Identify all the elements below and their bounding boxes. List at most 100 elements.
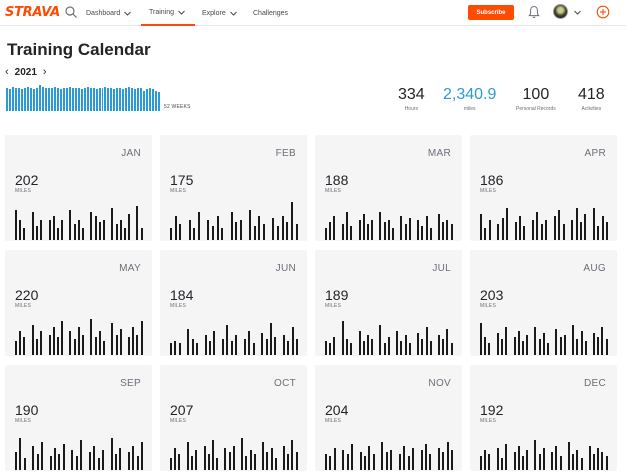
avatar[interactable]	[553, 4, 568, 19]
day-bar[interactable]	[88, 452, 91, 470]
week-bar[interactable]	[101, 88, 104, 111]
day-bar[interactable]	[19, 331, 22, 355]
day-bar[interactable]	[329, 222, 332, 240]
week-bar[interactable]	[146, 89, 149, 111]
nav-training[interactable]: Training	[141, 0, 195, 26]
week-bar[interactable]	[14, 88, 17, 111]
day-bar[interactable]	[19, 438, 22, 470]
week-bar[interactable]	[74, 88, 77, 111]
week-bar[interactable]	[41, 86, 44, 111]
day-bar[interactable]	[597, 448, 600, 470]
day-bar[interactable]	[272, 218, 275, 240]
day-bar[interactable]	[536, 212, 539, 240]
day-bar[interactable]	[111, 323, 114, 355]
day-bar[interactable]	[500, 339, 503, 355]
day-bar[interactable]	[579, 222, 582, 240]
day-bar[interactable]	[359, 452, 362, 470]
day-bar[interactable]	[287, 454, 290, 470]
day-bar[interactable]	[132, 446, 135, 470]
day-bar[interactable]	[213, 331, 216, 355]
day-bar[interactable]	[174, 216, 177, 240]
month-card[interactable]: AUG 203 MILES	[470, 250, 617, 356]
day-bar[interactable]	[239, 220, 242, 240]
day-bar[interactable]	[480, 323, 482, 355]
day-bar[interactable]	[572, 325, 575, 355]
week-bar[interactable]	[149, 88, 152, 111]
day-bar[interactable]	[61, 220, 64, 240]
day-bar[interactable]	[390, 450, 393, 470]
day-bar[interactable]	[597, 226, 600, 240]
day-bar[interactable]	[558, 210, 561, 240]
day-bar[interactable]	[575, 208, 578, 240]
day-bar[interactable]	[532, 220, 535, 240]
day-bar[interactable]	[196, 343, 199, 355]
day-bar[interactable]	[542, 448, 545, 470]
week-bar[interactable]	[62, 88, 65, 111]
day-bar[interactable]	[54, 448, 57, 470]
day-bar[interactable]	[115, 224, 118, 240]
day-bar[interactable]	[496, 333, 499, 355]
day-bar[interactable]	[576, 450, 579, 470]
day-bar[interactable]	[235, 222, 238, 240]
day-bar[interactable]	[551, 452, 554, 470]
day-bar[interactable]	[80, 440, 83, 470]
day-bar[interactable]	[174, 341, 177, 355]
day-bar[interactable]	[567, 442, 570, 470]
day-bar[interactable]	[408, 343, 411, 355]
week-bar[interactable]	[119, 88, 122, 111]
week-bar[interactable]	[140, 88, 143, 111]
day-bar[interactable]	[23, 228, 26, 240]
weekly-volume-chart[interactable]	[6, 84, 161, 111]
month-card[interactable]: JUN 184 MILES	[160, 250, 307, 356]
week-bar[interactable]	[26, 86, 29, 111]
week-bar[interactable]	[152, 89, 155, 111]
day-bar[interactable]	[540, 224, 543, 240]
day-bar[interactable]	[58, 454, 61, 470]
day-bar[interactable]	[136, 456, 139, 470]
day-bar[interactable]	[517, 331, 520, 355]
day-bar[interactable]	[170, 343, 172, 355]
day-bar[interactable]	[584, 341, 587, 355]
day-bar[interactable]	[442, 339, 445, 355]
day-bar[interactable]	[36, 454, 39, 470]
day-bar[interactable]	[488, 220, 491, 240]
day-bar[interactable]	[253, 226, 256, 240]
week-bar[interactable]	[38, 85, 41, 111]
week-bar[interactable]	[125, 88, 128, 111]
day-bar[interactable]	[73, 339, 76, 355]
day-bar[interactable]	[534, 327, 537, 355]
day-bar[interactable]	[379, 212, 382, 240]
day-bar[interactable]	[379, 325, 382, 355]
day-bar[interactable]	[517, 446, 520, 470]
day-bar[interactable]	[333, 337, 336, 355]
month-card[interactable]: JUL 189 MILES	[315, 250, 462, 356]
day-bar[interactable]	[417, 220, 420, 240]
day-bar[interactable]	[263, 224, 266, 240]
week-bar[interactable]	[158, 92, 161, 111]
day-bar[interactable]	[31, 325, 34, 355]
week-bar[interactable]	[116, 88, 119, 111]
day-bar[interactable]	[563, 335, 566, 355]
day-bar[interactable]	[513, 337, 516, 355]
day-bar[interactable]	[262, 442, 265, 470]
week-bar[interactable]	[17, 88, 20, 111]
month-card[interactable]: DEC 192 MILES	[470, 365, 617, 471]
day-bar[interactable]	[174, 448, 177, 470]
day-bar[interactable]	[442, 452, 445, 470]
day-bar[interactable]	[601, 216, 604, 240]
day-bar[interactable]	[69, 210, 72, 240]
day-bar[interactable]	[286, 222, 289, 240]
day-bar[interactable]	[186, 442, 189, 470]
day-bar[interactable]	[69, 331, 72, 355]
day-bar[interactable]	[216, 216, 219, 240]
day-bar[interactable]	[188, 220, 191, 240]
day-bar[interactable]	[505, 327, 508, 355]
day-bar[interactable]	[48, 335, 51, 355]
day-bar[interactable]	[371, 339, 374, 355]
day-bar[interactable]	[383, 222, 386, 240]
day-bar[interactable]	[572, 454, 575, 470]
day-bar[interactable]	[204, 335, 207, 355]
month-card[interactable]: OCT 207 MILES	[160, 365, 307, 471]
chevron-down-icon[interactable]	[573, 8, 582, 17]
day-bar[interactable]	[438, 214, 441, 240]
